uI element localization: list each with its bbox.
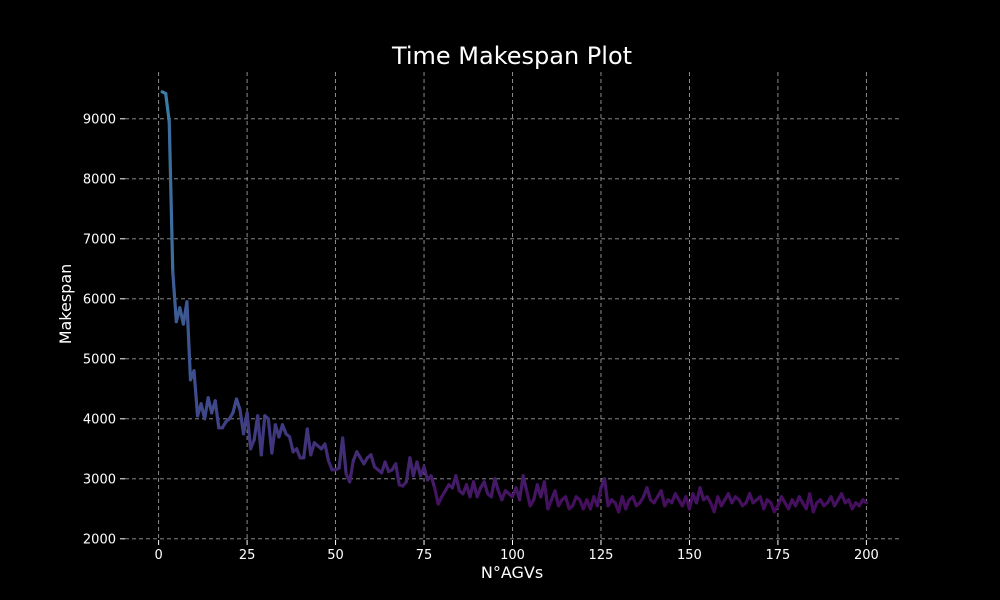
line-segment: [270, 423, 277, 455]
line-segment: [525, 489, 532, 508]
x-tick-label: 175: [765, 548, 790, 563]
x-tick-label: 150: [677, 548, 702, 563]
x-tick-label: 100: [500, 548, 525, 563]
line-segment: [213, 399, 221, 430]
line-segment: [624, 498, 631, 511]
line-segment: [475, 486, 483, 499]
line-segment: [164, 91, 171, 124]
line-segment: [394, 462, 401, 487]
line-segment: [326, 459, 334, 472]
line-segment: [287, 435, 295, 454]
line-segment: [245, 411, 253, 451]
line-segment: [234, 397, 242, 412]
line-segment: [422, 465, 430, 482]
line-segment: [167, 120, 175, 274]
makespan-line: [160, 90, 868, 514]
line-segment: [348, 459, 355, 484]
x-tick-label: 25: [239, 548, 256, 563]
line-segment: [454, 474, 462, 493]
line-segment: [659, 489, 667, 508]
line-segment: [808, 492, 815, 514]
line-segment: [369, 453, 377, 469]
line-segment: [563, 495, 571, 511]
line-segment: [602, 477, 610, 508]
y-tick-label: 4000: [83, 412, 116, 427]
line-segment: [542, 480, 550, 511]
chart-title: Time Makespan Plot: [391, 42, 632, 70]
line-segment: [192, 369, 200, 418]
line-segment: [553, 489, 561, 508]
line-segment: [645, 486, 653, 502]
axis-ticks: 0 25 50 75 100 125 150 175 200 2000 3000 4000 5000 60…: [83, 112, 879, 563]
x-tick-label: 0: [154, 548, 162, 563]
line-segment: [546, 498, 554, 511]
x-tick-label: 75: [416, 548, 433, 563]
line-segment: [249, 438, 256, 451]
line-segment: [280, 423, 288, 436]
y-axis-label: Makespan: [56, 264, 75, 345]
line-segment: [295, 447, 302, 460]
line-segment: [595, 486, 603, 508]
line-segment: [521, 474, 529, 493]
y-tick-label: 5000: [83, 352, 116, 367]
line-segment: [493, 477, 500, 493]
line-segment: [185, 300, 193, 382]
y-tick-label: 2000: [83, 532, 116, 547]
line-segment: [309, 441, 316, 457]
line-segment: [433, 486, 440, 506]
line-segment: [341, 436, 348, 476]
x-tick-label: 50: [327, 548, 344, 563]
y-tick-label: 6000: [83, 292, 116, 307]
line-segment: [305, 427, 313, 457]
x-axis-label: N°AGVs: [481, 563, 543, 582]
y-tick-label: 9000: [83, 112, 116, 127]
x-tick-label: 200: [854, 548, 879, 563]
line-segment: [861, 498, 868, 505]
y-tick-label: 8000: [83, 172, 116, 187]
line-segment: [323, 442, 331, 463]
line-segment: [259, 414, 267, 457]
y-tick-label: 7000: [83, 232, 116, 247]
x-tick-label: 125: [589, 548, 614, 563]
line-segment: [429, 474, 437, 490]
line-segment: [698, 486, 706, 502]
grid: [125, 72, 900, 540]
line-segment: [383, 460, 391, 474]
line-segment: [171, 270, 178, 324]
line-segment: [482, 480, 490, 496]
line-segment: [811, 501, 819, 514]
y-tick-label: 3000: [83, 472, 116, 487]
